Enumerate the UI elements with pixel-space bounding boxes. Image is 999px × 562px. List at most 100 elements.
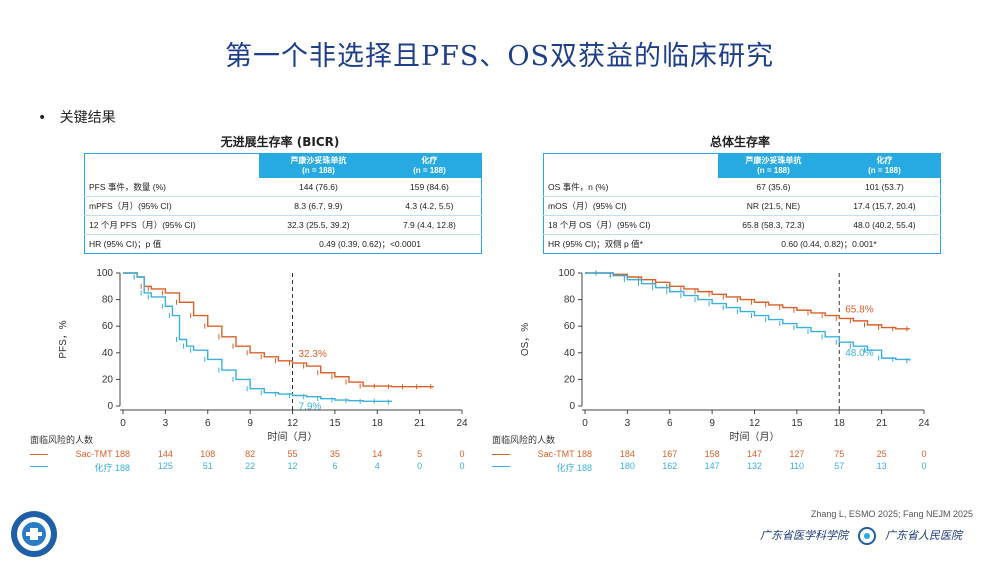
risk-cell: 184 [619, 449, 635, 459]
table-row: PFS 事件，数量 (%) 144 (76.6) 159 (84.6) [84, 178, 482, 197]
table-row: mOS（月）(95% CI) NR (21.5, NE) 17.4 (15.7, 2… [543, 196, 941, 216]
x-tick-label: 6 [667, 418, 673, 429]
os-km-chart: 0 20 40 60 80 100 0 3 6 9 12 15 18 21 24 时间（月） OS，% 65.8%… [520, 268, 930, 443]
risk-cell: 125 [157, 461, 173, 471]
risk-cell: 167 [662, 449, 678, 459]
table-row-hr: HR (95% CI)；p 值 0.49 (0.39, 0.62)；<0.0001 [89, 239, 421, 249]
risk-cell: 13 [876, 461, 887, 471]
risk-cell: 180 [619, 461, 635, 471]
pfs-risk-header: 面临风险的人数 [30, 435, 94, 445]
x-tick-label: 24 [456, 418, 468, 429]
risk-cell: 0 [417, 461, 423, 471]
chemo-legend-line [492, 466, 510, 467]
risk-cell: 12 [287, 461, 298, 471]
risk-cell: 55 [287, 449, 298, 459]
y-axis-label: PFS，% [58, 320, 69, 358]
bullet-text: 关键结果 [59, 110, 116, 126]
os-risk-header: 面临风险的人数 [492, 435, 556, 445]
sac-tmt-landmark-label: 32.3% [299, 349, 327, 360]
page-title: 第一个非选择且PFS、OS双获益的临床研究 [224, 41, 775, 72]
risk-cell: 144 [157, 449, 173, 459]
risk-cell: 147 [704, 461, 720, 471]
pfs-table-header: 芦康沙妥珠单抗 (n = 188) 化疗 (n = 188) [84, 153, 482, 178]
risk-cell: 25 [876, 449, 887, 459]
sac-tmt-curve [123, 272, 434, 388]
risk-cell: 6 [332, 461, 338, 471]
x-tick-label: 12 [287, 418, 299, 429]
x-tick-label: 3 [163, 418, 169, 429]
x-tick-label: 9 [247, 418, 253, 429]
x-tick-label: 24 [918, 418, 930, 429]
y-tick-label: 20 [102, 374, 114, 385]
sac-tmt-legend-line [492, 454, 510, 455]
risk-cell: 127 [789, 449, 805, 459]
risk-cell: 158 [704, 449, 720, 459]
footer-logos: 广东省医学科学院 广东省人民医院 [760, 527, 962, 545]
chemo-curve [585, 272, 911, 361]
y-tick-label: 60 [564, 321, 576, 332]
y-tick-label: 80 [564, 295, 576, 306]
y-tick-label: 40 [102, 348, 114, 359]
table-row: 12 个月 PFS（月）(95% CI) 32.3 (25.5, 39.2) 7.9… [84, 215, 482, 235]
risk-cell: 162 [662, 461, 678, 471]
x-tick-label: 9 [709, 418, 715, 429]
chemo-landmark-label: 48.0% [845, 348, 873, 359]
x-tick-label: 0 [582, 418, 588, 429]
risk-cell: 110 [789, 461, 805, 471]
risk-cell: 22 [245, 461, 256, 471]
os-table: 芦康沙妥珠单抗 (n = 188) 化疗 (n = 188) OS 事件，n (%)… [543, 153, 941, 254]
y-tick-label: 100 [558, 268, 575, 279]
chemo-landmark-label: 7.9% [299, 401, 322, 412]
risk-cell: 0 [459, 449, 465, 459]
sac-tmt-curve [585, 272, 910, 330]
y-tick-label: 0 [569, 401, 575, 412]
x-tick-label: 18 [372, 418, 384, 429]
pfs-km-chart: 0 20 40 60 80 100 0 3 6 9 12 15 18 21 24 时间（月） PFS，% 32.3… [58, 268, 468, 443]
pfs-panel-title: 无进展生存率 (BICR) [220, 135, 340, 149]
pfs-table: 芦康沙妥珠单抗 (n = 188) 化疗 (n = 188) PFS 事件，数量 (… [84, 153, 482, 254]
x-tick-label: 12 [749, 418, 761, 429]
risk-cell: 0 [921, 449, 927, 459]
os-panel-title: 总体生存率 [709, 135, 770, 149]
sac-tmt-legend-line [30, 454, 48, 455]
risk-cell: 5 [417, 449, 423, 459]
risk-cell: 132 [746, 461, 763, 471]
table-row: mPFS（月）(95% CI) 8.3 (6.7, 9.9) 4.3 (4.2, 5… [84, 196, 482, 216]
table-row: OS 事件，n (%) 67 (35.6) 101 (53.7) [543, 178, 941, 197]
pfs-header-arm1: 芦康沙妥珠单抗 (n = 188) [259, 153, 378, 178]
risk-row-label: 化疗 188 [556, 463, 592, 473]
pfs-header-arm2: 化疗 (n = 188) [377, 153, 482, 178]
y-tick-label: 20 [564, 374, 576, 385]
risk-row-label: 化疗 188 [94, 463, 130, 473]
x-tick-label: 6 [205, 418, 211, 429]
risk-cell: 147 [746, 449, 763, 459]
bullet-key-results: • 关键结果 [38, 110, 116, 126]
x-axis-label: 时间（月） [268, 430, 318, 443]
hospital-seal-icon [11, 511, 57, 557]
risk-cell: 35 [329, 449, 340, 459]
y-tick-label: 0 [107, 401, 113, 412]
risk-cell: 0 [921, 461, 927, 471]
x-tick-label: 3 [625, 418, 631, 429]
y-tick-label: 100 [96, 268, 113, 279]
x-tick-label: 0 [120, 418, 126, 429]
os-header-arm1: 芦康沙妥珠单抗 (n = 188) [718, 153, 829, 178]
risk-cell: 4 [374, 461, 380, 471]
hospital-emblem-icon [857, 527, 876, 545]
risk-cell: 57 [834, 461, 845, 471]
risk-cell: 82 [245, 449, 256, 459]
risk-cell: 51 [202, 461, 213, 471]
risk-row-label: Sac-TMT 188 [75, 449, 130, 459]
os-table-header: 芦康沙妥珠单抗 (n = 188) 化疗 (n = 188) [543, 153, 941, 178]
y-axis-label: OS，% [520, 323, 531, 356]
x-axis-label: 时间（月） [730, 430, 780, 443]
table-row: 18 个月 OS（月）(95% CI) 65.8 (58.3, 72.3) 48.0… [543, 215, 941, 235]
x-tick-label: 15 [791, 418, 803, 429]
risk-row-label: Sac-TMT 188 [537, 449, 592, 459]
table-row-hr: HR (95% CI)；双侧 p 值* 0.60 (0.44, 0.82)；0.0… [548, 239, 877, 249]
x-tick-label: 15 [329, 418, 341, 429]
sac-tmt-landmark-label: 65.8% [845, 304, 873, 315]
risk-cell: 75 [834, 449, 845, 459]
y-tick-label: 80 [102, 295, 114, 306]
x-tick-label: 18 [834, 418, 846, 429]
